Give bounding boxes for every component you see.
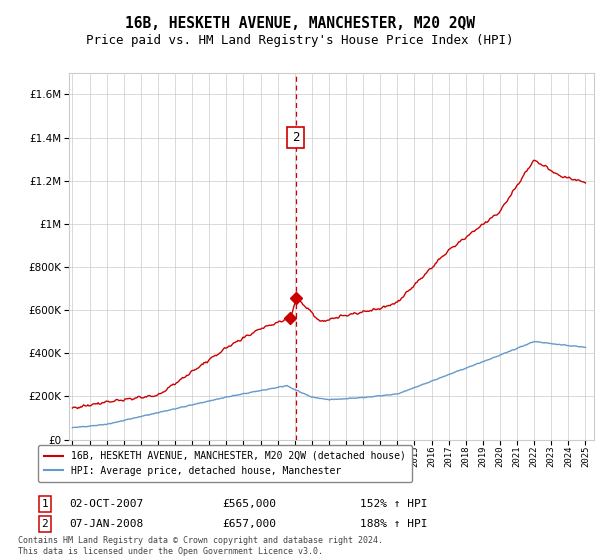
Text: Price paid vs. HM Land Registry's House Price Index (HPI): Price paid vs. HM Land Registry's House … <box>86 34 514 47</box>
Text: Contains HM Land Registry data © Crown copyright and database right 2024.
This d: Contains HM Land Registry data © Crown c… <box>18 536 383 556</box>
Text: 188% ↑ HPI: 188% ↑ HPI <box>360 519 427 529</box>
Text: 02-OCT-2007: 02-OCT-2007 <box>69 499 143 509</box>
Text: 2: 2 <box>292 131 299 144</box>
Legend: 16B, HESKETH AVENUE, MANCHESTER, M20 2QW (detached house), HPI: Average price, d: 16B, HESKETH AVENUE, MANCHESTER, M20 2QW… <box>38 445 412 482</box>
Text: 07-JAN-2008: 07-JAN-2008 <box>69 519 143 529</box>
Text: £565,000: £565,000 <box>222 499 276 509</box>
Text: £657,000: £657,000 <box>222 519 276 529</box>
Text: 2: 2 <box>41 519 49 529</box>
Text: 152% ↑ HPI: 152% ↑ HPI <box>360 499 427 509</box>
Text: 16B, HESKETH AVENUE, MANCHESTER, M20 2QW: 16B, HESKETH AVENUE, MANCHESTER, M20 2QW <box>125 16 475 31</box>
Text: 1: 1 <box>41 499 49 509</box>
